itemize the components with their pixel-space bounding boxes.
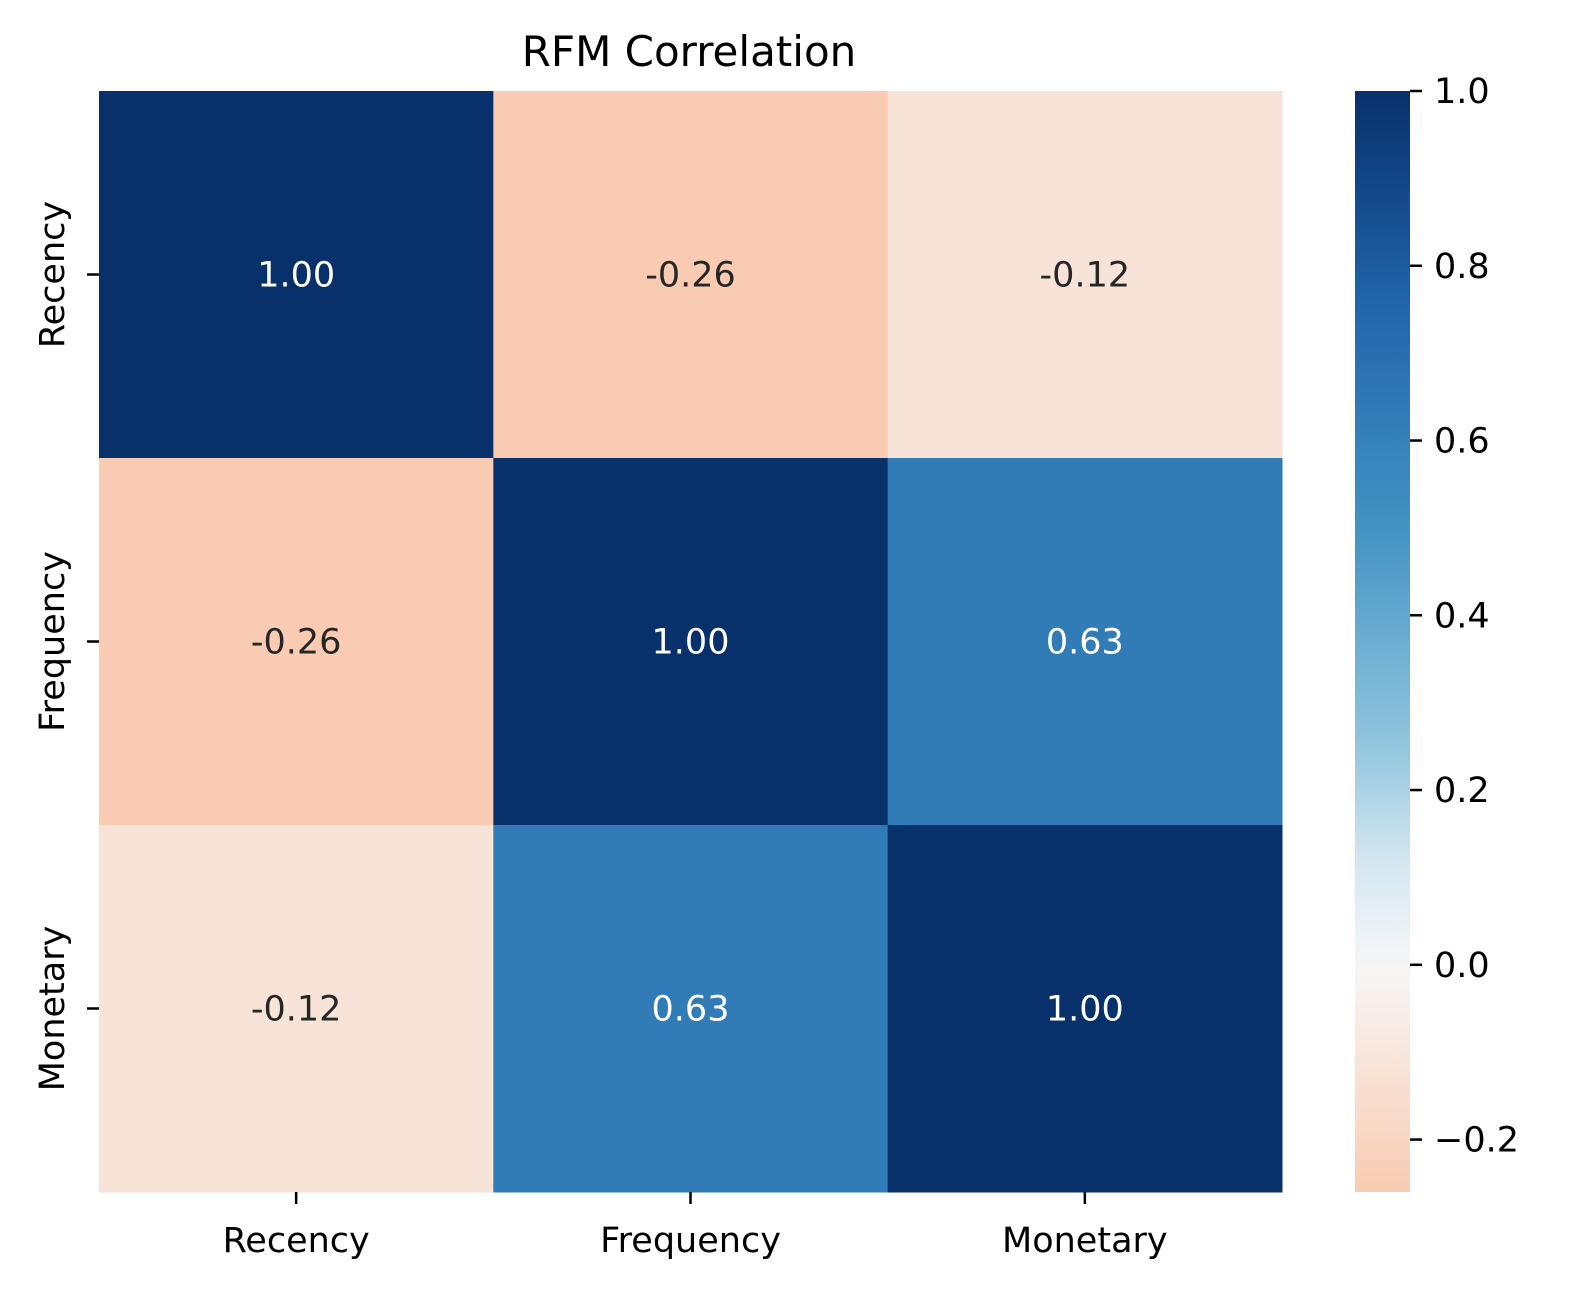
x-tick-label: Frequency: [600, 1221, 781, 1261]
cell-value-label: 1.00: [1046, 990, 1124, 1030]
cell-value-label: 1.00: [652, 623, 730, 663]
y-tick-label: Monetary: [33, 926, 73, 1092]
heatmap-cell-recency-frequency: [493, 91, 889, 459]
x-axis: Recency Frequency Monetary: [223, 1192, 1168, 1261]
heatmap-cell-recency-monetary: [887, 91, 1283, 459]
heatmap-cell-frequency-recency: [99, 458, 494, 826]
colorbar-tick-label: 0.4: [1434, 596, 1490, 636]
colorbar-tick-label: 0.0: [1434, 946, 1490, 986]
cell-value-label: -0.26: [645, 256, 736, 296]
cell-value-label: 0.63: [1046, 623, 1124, 663]
heatmap-cell-recency-recency: [99, 91, 494, 459]
x-tick-label: Recency: [223, 1221, 370, 1261]
chart-title: RFM Correlation: [522, 27, 857, 76]
cell-value-label: 0.63: [652, 990, 730, 1030]
y-tick-label: Recency: [33, 201, 73, 348]
heatmap-cell-frequency-frequency: [493, 458, 889, 826]
heatmap-cell-monetary-recency: [99, 825, 494, 1193]
cell-value-label: 1.00: [257, 256, 335, 296]
colorbar-tick-label: 0.8: [1434, 247, 1490, 287]
heatmap-cell-frequency-monetary: [887, 458, 1283, 826]
cell-value-label: -0.12: [251, 990, 342, 1030]
heatmap-grid: 1.00 -0.26 -0.12 -0.26 1.00 0.63 -0.12 0.63 1.00: [99, 91, 1283, 1193]
colorbar: −0.2 0.0 0.2 0.4 0.6 0.8 1.0: [1355, 72, 1519, 1192]
x-tick-label: Monetary: [1002, 1221, 1168, 1261]
heatmap-cell-monetary-monetary: [887, 825, 1283, 1193]
colorbar-tick-label: −0.2: [1434, 1121, 1519, 1161]
colorbar-tick-label: 0.2: [1434, 771, 1490, 811]
heatmap-cell-monetary-frequency: [493, 825, 889, 1193]
cell-value-label: -0.12: [1040, 256, 1131, 296]
y-axis: Recency Frequency Monetary: [33, 201, 99, 1091]
cell-value-label: -0.26: [251, 623, 342, 663]
y-tick-label: Frequency: [33, 551, 73, 732]
colorbar-tick-label: 0.6: [1434, 422, 1490, 462]
colorbar-gradient-bar: [1355, 91, 1410, 1192]
colorbar-tick-label: 1.0: [1434, 72, 1490, 112]
